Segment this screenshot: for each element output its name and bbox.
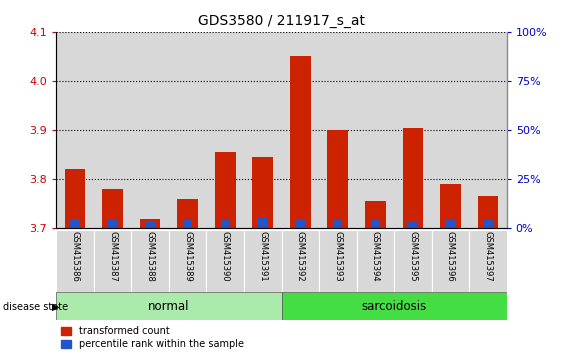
Bar bbox=[282, 32, 319, 228]
Text: GSM415387: GSM415387 bbox=[108, 232, 117, 282]
Text: ▶: ▶ bbox=[52, 302, 59, 312]
Bar bbox=[319, 230, 356, 292]
Bar bbox=[370, 221, 380, 228]
Bar bbox=[282, 292, 507, 320]
Text: GSM415393: GSM415393 bbox=[333, 232, 342, 282]
Bar bbox=[282, 230, 319, 292]
Bar bbox=[356, 230, 394, 292]
Bar bbox=[333, 218, 342, 228]
Bar bbox=[356, 32, 394, 228]
Bar bbox=[207, 32, 244, 228]
Text: GSM415390: GSM415390 bbox=[221, 232, 230, 282]
Bar bbox=[296, 218, 305, 228]
Text: GSM415391: GSM415391 bbox=[258, 232, 267, 282]
Bar bbox=[328, 130, 348, 228]
Bar bbox=[70, 218, 80, 228]
Bar bbox=[94, 32, 131, 228]
Bar bbox=[440, 184, 461, 228]
Bar bbox=[145, 222, 155, 228]
Bar bbox=[131, 32, 169, 228]
Bar bbox=[94, 230, 131, 292]
Bar bbox=[469, 230, 507, 292]
Bar bbox=[215, 152, 235, 228]
Bar bbox=[394, 32, 432, 228]
Bar bbox=[56, 230, 94, 292]
Text: GSM415389: GSM415389 bbox=[183, 232, 192, 282]
Bar bbox=[221, 218, 230, 228]
Bar bbox=[131, 230, 169, 292]
Bar bbox=[244, 230, 282, 292]
Title: GDS3580 / 211917_s_at: GDS3580 / 211917_s_at bbox=[198, 14, 365, 28]
Text: GSM415392: GSM415392 bbox=[296, 232, 305, 282]
Bar bbox=[403, 128, 423, 228]
Bar bbox=[140, 218, 160, 228]
Bar bbox=[177, 199, 198, 228]
Bar bbox=[432, 230, 469, 292]
Bar bbox=[290, 56, 311, 228]
Legend: transformed count, percentile rank within the sample: transformed count, percentile rank withi… bbox=[61, 326, 244, 349]
Bar bbox=[483, 221, 493, 228]
Bar bbox=[56, 292, 282, 320]
Text: GSM415395: GSM415395 bbox=[408, 232, 417, 282]
Text: GSM415386: GSM415386 bbox=[70, 232, 79, 282]
Bar bbox=[108, 221, 117, 228]
Bar bbox=[469, 32, 507, 228]
Bar bbox=[169, 230, 207, 292]
Bar bbox=[432, 32, 469, 228]
Bar bbox=[65, 170, 86, 228]
Bar bbox=[319, 32, 356, 228]
Text: GSM415388: GSM415388 bbox=[146, 232, 155, 282]
Text: normal: normal bbox=[148, 300, 190, 313]
Text: sarcoidosis: sarcoidosis bbox=[361, 300, 427, 313]
Bar bbox=[477, 196, 498, 228]
Bar bbox=[252, 157, 273, 228]
Text: disease state: disease state bbox=[3, 302, 68, 312]
Bar bbox=[446, 218, 455, 228]
Text: GSM415397: GSM415397 bbox=[484, 232, 493, 282]
Bar bbox=[183, 221, 193, 228]
Bar bbox=[207, 230, 244, 292]
Bar bbox=[408, 222, 418, 228]
Bar bbox=[244, 32, 282, 228]
Text: GSM415396: GSM415396 bbox=[446, 232, 455, 282]
Bar bbox=[394, 230, 432, 292]
Bar bbox=[56, 32, 94, 228]
Bar bbox=[365, 201, 386, 228]
Bar bbox=[258, 217, 267, 228]
Bar bbox=[102, 189, 123, 228]
Text: GSM415394: GSM415394 bbox=[371, 232, 380, 282]
Bar bbox=[169, 32, 207, 228]
